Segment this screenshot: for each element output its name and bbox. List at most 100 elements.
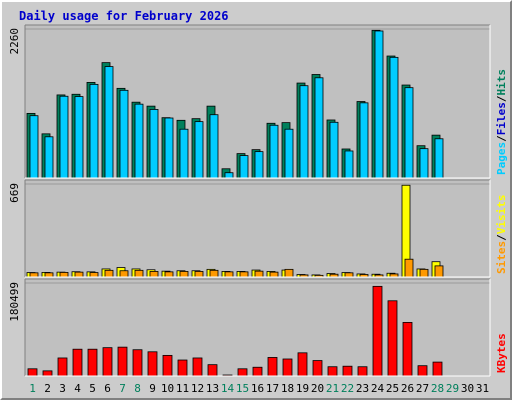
bar-files-day-8 bbox=[134, 103, 144, 179]
bar-files-day-16 bbox=[254, 151, 264, 179]
bar-kbytes-day-10 bbox=[162, 354, 173, 377]
bar-kbytes-day-28 bbox=[432, 361, 443, 377]
day-label-18: 18 bbox=[281, 382, 294, 395]
bar-kbytes-day-20 bbox=[312, 360, 323, 377]
day-label-8: 8 bbox=[134, 382, 141, 395]
day-label-19: 19 bbox=[296, 382, 309, 395]
bar-files-day-7 bbox=[119, 89, 129, 179]
day-label-29: 29 bbox=[446, 382, 459, 395]
bar-kbytes-day-15 bbox=[237, 368, 248, 377]
day-label-9: 9 bbox=[149, 382, 156, 395]
bar-sites-day-7 bbox=[119, 270, 129, 278]
bar-kbytes-day-2 bbox=[42, 370, 53, 377]
legend-kbytes: KBytes bbox=[495, 333, 508, 373]
bar-kbytes-day-19 bbox=[297, 352, 308, 377]
bar-sites-day-11 bbox=[179, 271, 189, 278]
bar-files-day-9 bbox=[149, 109, 159, 179]
bar-sites-day-12 bbox=[194, 271, 204, 278]
bar-kbytes-day-9 bbox=[147, 351, 158, 377]
day-label-2: 2 bbox=[44, 382, 51, 395]
legend-separator: / bbox=[495, 135, 508, 142]
legend-label-pages: Pages bbox=[495, 142, 508, 175]
bar-sites-day-17 bbox=[269, 271, 279, 278]
day-label-17: 17 bbox=[266, 382, 279, 395]
day-label-10: 10 bbox=[161, 382, 174, 395]
bar-sites-day-18 bbox=[284, 268, 294, 278]
legend-label-kbytes: KBytes bbox=[495, 333, 508, 373]
day-label-25: 25 bbox=[386, 382, 399, 395]
bar-sites-day-13 bbox=[209, 269, 219, 278]
day-label-14: 14 bbox=[221, 382, 235, 395]
legend-separator: / bbox=[495, 234, 508, 241]
day-label-31: 31 bbox=[476, 382, 489, 395]
bar-files-day-25 bbox=[389, 56, 399, 179]
bar-files-day-15 bbox=[239, 155, 249, 179]
bar-kbytes-day-5 bbox=[87, 348, 98, 377]
day-label-4: 4 bbox=[74, 382, 81, 395]
bar-files-day-17 bbox=[269, 124, 279, 179]
bar-files-day-18 bbox=[284, 128, 294, 179]
bar-sites-day-10 bbox=[164, 271, 174, 278]
bar-kbytes-day-26 bbox=[402, 322, 413, 377]
bar-files-day-1 bbox=[29, 115, 39, 179]
bar-sites-day-9 bbox=[149, 271, 159, 278]
day-label-28: 28 bbox=[431, 382, 444, 395]
bar-kbytes-day-13 bbox=[207, 364, 218, 377]
bar-files-day-21 bbox=[329, 121, 339, 179]
bar-kbytes-day-4 bbox=[72, 348, 83, 377]
panel-bg-kbytes bbox=[25, 279, 490, 376]
day-label-26: 26 bbox=[401, 382, 414, 395]
legend-label-files: Files bbox=[495, 102, 508, 135]
bar-kbytes-day-6 bbox=[102, 347, 113, 377]
day-label-15: 15 bbox=[236, 382, 249, 395]
bar-kbytes-day-16 bbox=[252, 366, 263, 377]
bar-kbytes-day-7 bbox=[117, 346, 128, 377]
bar-kbytes-day-27 bbox=[417, 365, 428, 377]
y-max-label-hits-files: 2260 bbox=[8, 28, 21, 55]
bar-kbytes-day-25 bbox=[387, 300, 398, 377]
bar-kbytes-day-18 bbox=[282, 358, 293, 377]
bar-kbytes-day-22 bbox=[342, 365, 353, 377]
day-label-5: 5 bbox=[89, 382, 96, 395]
day-label-27: 27 bbox=[416, 382, 429, 395]
legend-hits-files: Pages/Files/Hits bbox=[495, 69, 508, 175]
bar-files-day-19 bbox=[299, 85, 309, 179]
day-label-24: 24 bbox=[371, 382, 385, 395]
bar-files-day-2 bbox=[44, 136, 54, 179]
bar-files-day-24 bbox=[374, 30, 384, 179]
bar-kbytes-day-12 bbox=[192, 357, 203, 377]
bar-kbytes-day-17 bbox=[267, 357, 278, 377]
bar-sites-day-4 bbox=[74, 271, 84, 278]
bar-kbytes-day-24 bbox=[372, 285, 383, 377]
bar-kbytes-day-23 bbox=[357, 366, 368, 377]
day-label-30: 30 bbox=[461, 382, 474, 395]
day-label-20: 20 bbox=[311, 382, 324, 395]
panel-bg-visits-sites bbox=[25, 180, 490, 277]
bar-sites-day-5 bbox=[89, 272, 99, 278]
day-label-21: 21 bbox=[326, 382, 339, 395]
day-label-11: 11 bbox=[176, 382, 189, 395]
day-label-22: 22 bbox=[341, 382, 354, 395]
day-label-3: 3 bbox=[59, 382, 66, 395]
legend-label-visits: Visits bbox=[495, 195, 508, 235]
legend-separator: / bbox=[495, 95, 508, 102]
day-label-23: 23 bbox=[356, 382, 369, 395]
bar-files-day-28 bbox=[434, 138, 444, 179]
bar-sites-day-6 bbox=[104, 269, 114, 278]
chart-title: Daily usage for February 2026 bbox=[19, 9, 229, 23]
bar-files-day-3 bbox=[59, 95, 69, 179]
bar-kbytes-day-3 bbox=[57, 357, 68, 377]
bar-files-day-27 bbox=[419, 148, 429, 179]
bar-files-day-12 bbox=[194, 121, 204, 179]
day-label-7: 7 bbox=[119, 382, 126, 395]
bar-sites-day-16 bbox=[254, 270, 264, 278]
bar-sites-day-1 bbox=[29, 272, 39, 278]
bar-files-day-4 bbox=[74, 96, 84, 179]
legend-label-sites: Sites bbox=[495, 241, 508, 274]
legend-label-hits: Hits bbox=[495, 69, 508, 96]
bar-files-day-14 bbox=[224, 172, 234, 179]
bar-files-day-26 bbox=[404, 87, 414, 179]
bar-sites-day-2 bbox=[44, 272, 54, 278]
day-label-12: 12 bbox=[191, 382, 204, 395]
